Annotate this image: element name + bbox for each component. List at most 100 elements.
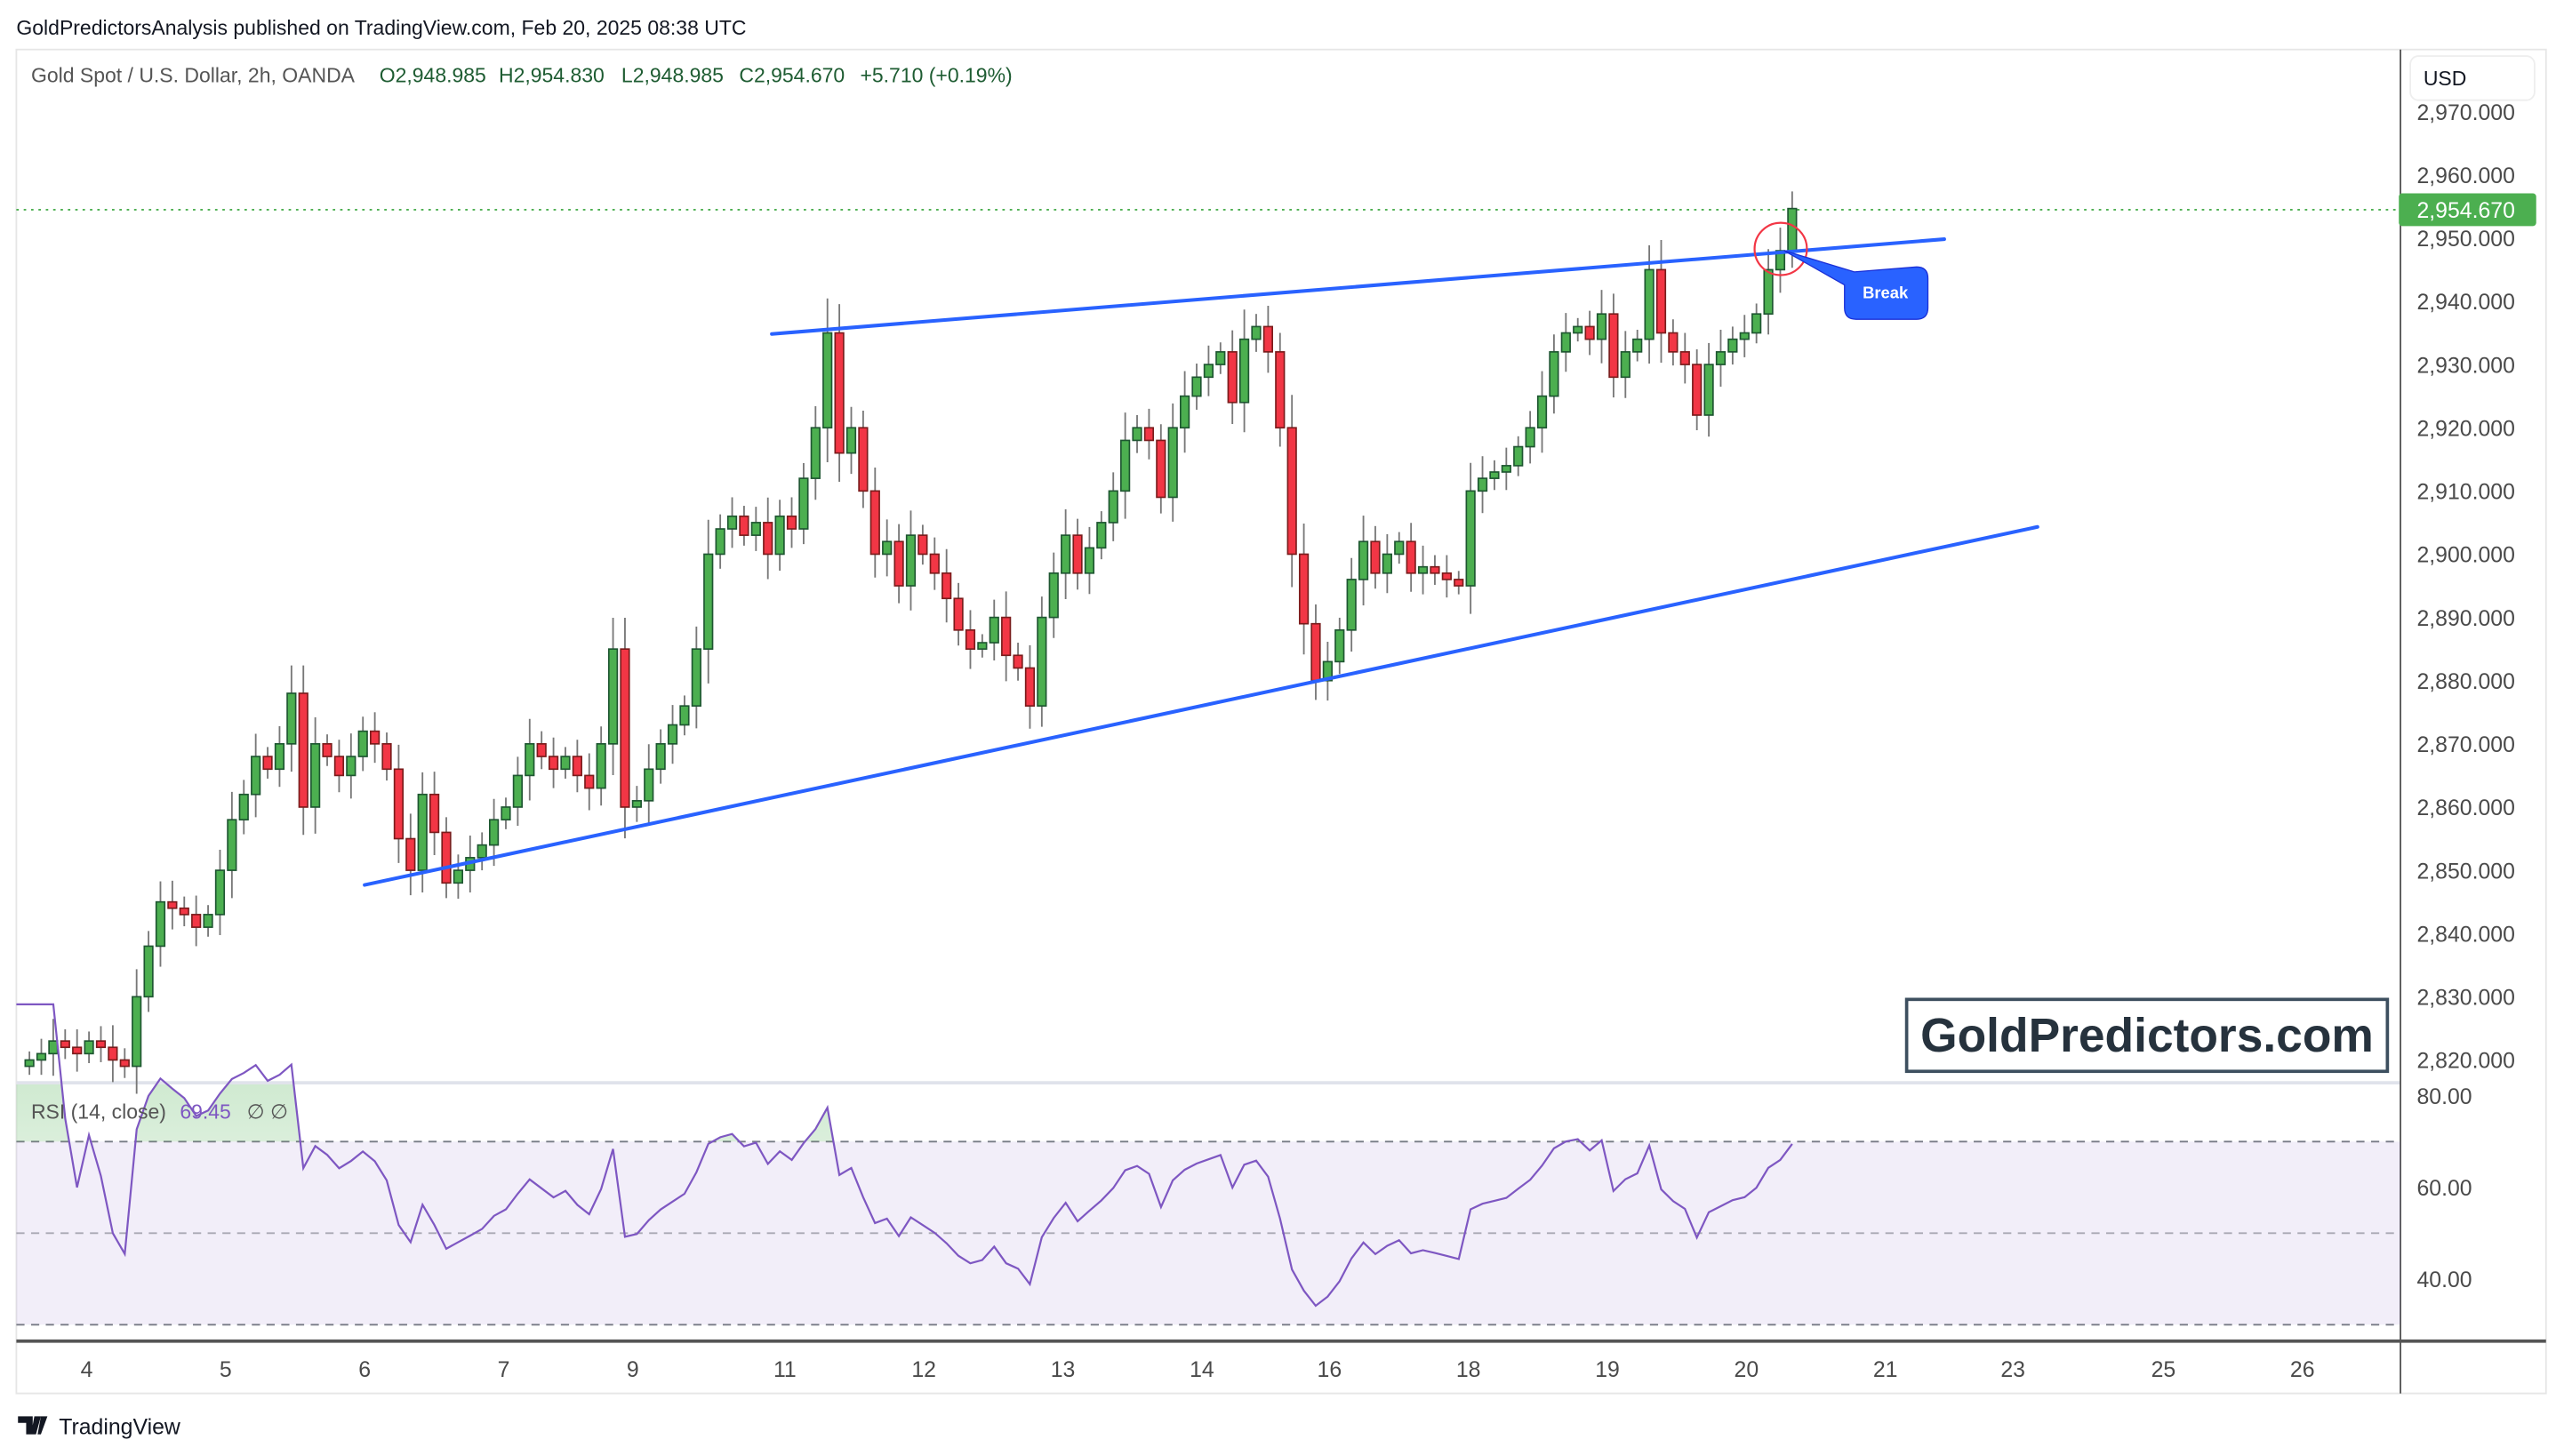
candle-body-up xyxy=(1061,534,1071,574)
candle-body-up xyxy=(1763,268,1774,316)
price-tick-label: 2,850.000 xyxy=(2416,860,2514,884)
rsi-overbought-fill xyxy=(16,1084,1792,1142)
candle xyxy=(477,832,487,871)
close-value: C2,954.670 xyxy=(739,63,845,86)
time-tick-label: 12 xyxy=(911,1358,936,1382)
candle-body-up xyxy=(1751,313,1762,334)
candle-body-up xyxy=(1180,395,1190,429)
price-tick-label: 2,930.000 xyxy=(2416,354,2514,378)
candle xyxy=(810,406,821,500)
candle xyxy=(1143,408,1155,460)
candle-body-up xyxy=(310,743,321,808)
candle xyxy=(405,813,416,896)
candle xyxy=(715,514,725,569)
candle xyxy=(227,791,237,899)
break-circle[interactable] xyxy=(1753,221,1808,276)
candle-body-up xyxy=(715,528,725,556)
candle-body-down xyxy=(1406,540,1416,574)
candle-body-up xyxy=(750,522,761,536)
candle-body-down xyxy=(572,756,582,777)
watermark-text: GoldPredictors.com xyxy=(1920,1010,2374,1062)
upper-trendline[interactable] xyxy=(770,237,1946,336)
candle xyxy=(1215,342,1226,374)
candle xyxy=(1180,371,1190,453)
rsi-label: RSI (14, close) xyxy=(31,1100,166,1124)
candle xyxy=(1203,345,1214,396)
candle xyxy=(834,304,845,483)
candle xyxy=(882,519,893,577)
break-callout[interactable]: Break xyxy=(1783,250,1929,320)
candle xyxy=(1703,342,1714,437)
candle-body-down xyxy=(739,515,749,536)
candle xyxy=(726,497,738,548)
candle-body-down xyxy=(322,743,333,757)
candle-body-up xyxy=(1632,338,1643,353)
candle-body-up xyxy=(631,800,642,808)
candle xyxy=(1560,313,1571,372)
tradingview-logo[interactable]: TradingView xyxy=(18,1416,180,1440)
candle-body-up xyxy=(1346,579,1357,631)
candle xyxy=(501,797,511,829)
candle-body-up xyxy=(214,869,226,916)
currency-button[interactable]: USD xyxy=(2409,55,2536,101)
price-tick-label: 2,900.000 xyxy=(2416,544,2514,568)
candle-body-up xyxy=(251,756,261,796)
candle xyxy=(548,737,559,788)
chart-frame xyxy=(15,48,2547,1395)
candle-body-up xyxy=(607,648,619,745)
candle xyxy=(203,905,213,937)
candle-body-down xyxy=(929,553,940,574)
candle xyxy=(1096,511,1107,560)
candle-body-up xyxy=(822,332,833,429)
candle-body-down xyxy=(1608,313,1619,379)
lower-trendline[interactable] xyxy=(363,524,2039,887)
candle xyxy=(1763,249,1774,335)
candle-body-up xyxy=(726,515,738,530)
tradingview-brand: TradingView xyxy=(59,1416,180,1440)
candle xyxy=(1370,525,1381,589)
candle-body-up xyxy=(655,743,666,771)
candle xyxy=(1751,303,1762,344)
candle-body-down xyxy=(1286,427,1297,556)
rsi-extra: ∅ ∅ xyxy=(247,1100,288,1124)
time-tick-label: 20 xyxy=(1735,1358,1759,1382)
candle-body-down xyxy=(1156,439,1166,499)
candle-body-down xyxy=(834,332,845,454)
rsi-pane: RSI (14, close) 69.45 ∅ ∅ 80.00 60.00 40… xyxy=(16,1003,2472,1326)
candle-body-down xyxy=(262,756,273,771)
candle-body-down xyxy=(620,648,630,808)
candle xyxy=(441,817,452,899)
candle xyxy=(703,519,714,684)
price-axis[interactable]: 2,970.000 2,960.000 2,950.000 2,940.000 2,93… xyxy=(2416,101,2514,1074)
candle-body-down xyxy=(108,1046,118,1061)
candle xyxy=(1441,555,1452,598)
price-tick-label: 2,910.000 xyxy=(2416,481,2514,505)
candle xyxy=(251,733,261,818)
candle xyxy=(1238,309,1250,433)
candle-body-up xyxy=(1525,427,1535,448)
candle-body-up xyxy=(525,743,535,777)
candle xyxy=(1072,518,1083,590)
candle-body-down xyxy=(965,628,976,650)
candle-body-down xyxy=(893,540,904,587)
tradingview-logo-icon xyxy=(18,1416,48,1435)
time-tick-label: 14 xyxy=(1190,1358,1214,1382)
candle-body-up xyxy=(1084,547,1095,574)
candle-body-down xyxy=(405,837,416,871)
candle-body-down xyxy=(869,490,880,556)
candle xyxy=(1132,414,1142,453)
candle xyxy=(1061,508,1071,599)
price-tick-label: 2,940.000 xyxy=(2416,291,2514,315)
candle xyxy=(214,849,226,935)
candle xyxy=(572,740,582,793)
time-axis[interactable]: 4 5 6 7 9 11 12 13 14 16 18 19 20 21 23 25 26 xyxy=(81,1358,2315,1382)
candle xyxy=(989,599,999,660)
candle xyxy=(1001,591,1012,682)
candle xyxy=(167,880,178,930)
candle xyxy=(370,712,381,764)
candle-body-down xyxy=(370,730,381,745)
candle-body-up xyxy=(560,756,571,771)
candle-body-up xyxy=(1513,445,1524,467)
currency-label: USD xyxy=(2424,67,2467,90)
